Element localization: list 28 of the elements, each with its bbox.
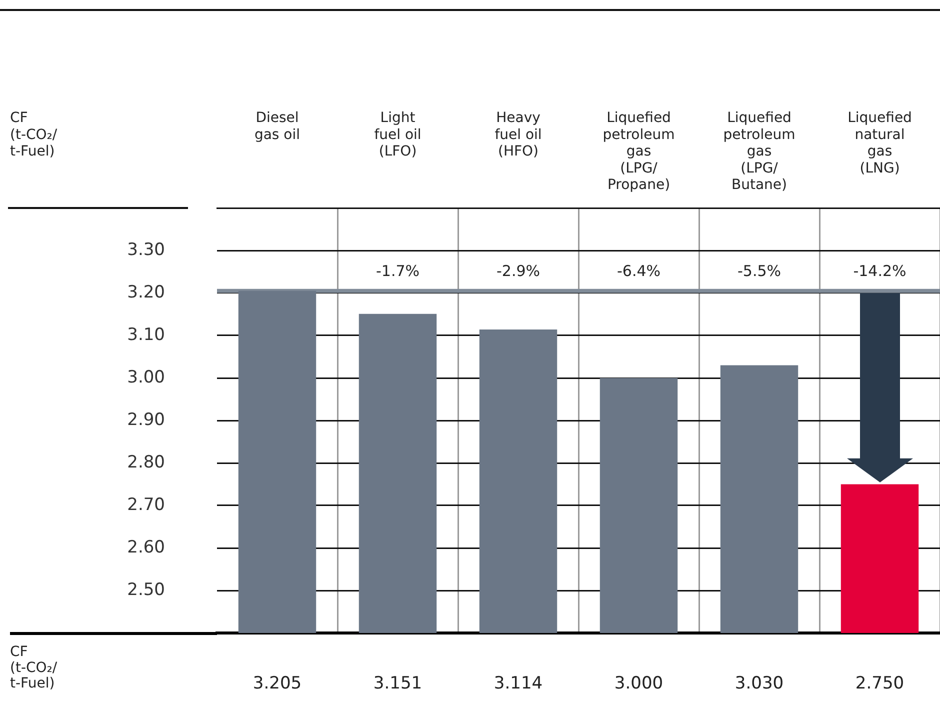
- y-tick-label: 3.20: [127, 282, 165, 302]
- x-tick-label: Liquefied natural gas (LNG): [848, 110, 912, 176]
- annotation: -6.4%: [616, 262, 661, 280]
- text: CF (t-CO₂/ t-Fuel): [10, 110, 58, 160]
- annotation: -2.9%: [496, 262, 540, 280]
- x-tick-label: Liquefied petroleum gas (LPG/ Propane): [602, 110, 675, 194]
- data-label: 3.114: [494, 673, 543, 694]
- y-tick-label: 2.80: [127, 452, 165, 472]
- data-label: 3.000: [614, 673, 664, 694]
- annotation: -5.5%: [737, 262, 782, 280]
- data-label: 3.151: [373, 673, 422, 694]
- y-tick-label: 2.70: [127, 494, 165, 515]
- data-label: 2.750: [855, 673, 904, 694]
- data-label: 3.205: [252, 673, 302, 694]
- y-tick-label: 2.60: [127, 537, 165, 558]
- x-tick-label: Diesel gas oil: [254, 110, 300, 143]
- y-tick-label: 2.50: [127, 580, 165, 600]
- x-tick-label: Light fuel oil (LFO): [374, 110, 422, 160]
- text: CF (t-CO₂/ t-Fuel): [10, 644, 58, 692]
- y-tick-label: 2.90: [127, 410, 165, 430]
- x-tick-label: Heavy fuel oil (HFO): [494, 110, 542, 160]
- y-tick-label: 3.30: [127, 240, 165, 260]
- x-tick-label: Liquefied petroleum gas (LPG/ Butane): [723, 110, 796, 194]
- annotation: -1.7%: [376, 262, 420, 280]
- y-tick-label: 3.10: [127, 324, 165, 345]
- annotation: -14.2%: [853, 262, 906, 280]
- y-tick-label: 3.00: [127, 367, 165, 388]
- data-label: 3.030: [734, 673, 784, 694]
